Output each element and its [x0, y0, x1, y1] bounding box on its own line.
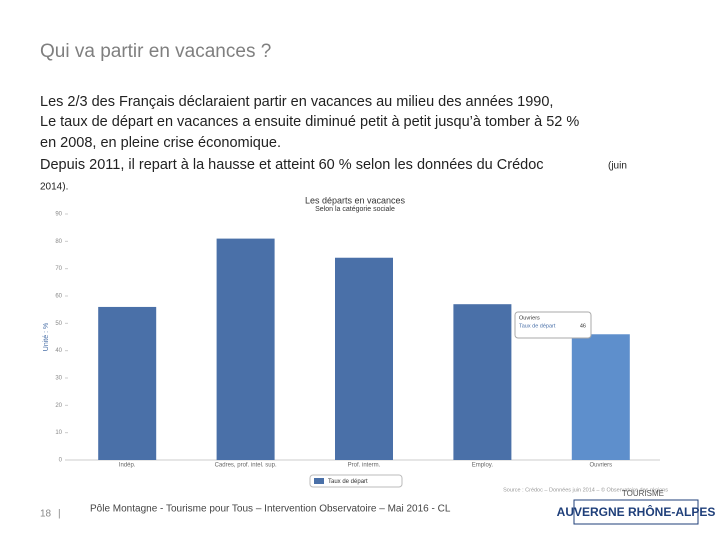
separator: |	[58, 509, 61, 520]
footer-text: Pôle Montagne - Tourisme pour Tous – Int…	[90, 504, 451, 515]
y-tick-label: 10	[55, 430, 62, 436]
y-tick-label: 60	[55, 294, 62, 300]
x-tick-label: Employ.	[472, 463, 494, 469]
body-line: Depuis 2011, il repart à la hausse et at…	[40, 157, 544, 173]
body-line: en 2008, en pleine crise économique.	[40, 135, 281, 151]
logo-box	[573, 499, 699, 525]
y-tick-label: 20	[55, 403, 62, 409]
x-tick-label: Indép.	[119, 463, 136, 469]
body-line: Le taux de départ en vacances a ensuite …	[40, 114, 579, 130]
body-note: 2014).	[40, 182, 68, 193]
y-tick-label: 40	[55, 348, 62, 354]
body-note: (juin	[608, 161, 627, 172]
tooltip-value: 46	[580, 323, 586, 329]
bar	[216, 238, 275, 460]
x-tick-label: Cadres, prof. intel. sup.	[215, 463, 277, 469]
chart-source: Source : Crédoc – Données juin 2014 – © …	[503, 486, 668, 493]
bar	[571, 334, 630, 460]
y-tick-label: 80	[55, 239, 62, 245]
y-tick-label: 30	[55, 376, 62, 382]
y-tick-label: 90	[55, 212, 62, 218]
x-tick-label: Ouvriers	[589, 463, 612, 469]
body-line: Les 2/3 des Français déclaraient partir …	[40, 94, 553, 110]
chart-subtitle: Selon la catégorie sociale	[315, 206, 395, 213]
tooltip-series: Taux de départ	[519, 323, 556, 329]
chart-title: Les départs en vacances	[305, 195, 406, 205]
y-tick-label: 70	[55, 266, 62, 272]
y-axis-label: Unité : %	[43, 323, 50, 351]
tooltip-box	[514, 311, 592, 339]
bar	[335, 257, 393, 460]
legend-swatch	[314, 478, 324, 484]
y-tick-label: 0	[59, 458, 63, 464]
y-tick-label: 50	[55, 321, 62, 327]
legend-label: Taux de départ	[328, 479, 368, 485]
logo-main: AUVERGNE RHÔNE-ALPES	[557, 504, 716, 519]
page-number: 18	[40, 509, 52, 520]
bar	[98, 306, 157, 460]
x-tick-label: Prof. interm.	[348, 463, 381, 469]
slide-title: Qui va partir en vacances ?	[40, 41, 271, 62]
logo-top: TOURISME	[622, 489, 664, 498]
tooltip-category: Ouvriers	[519, 315, 540, 321]
legend-box	[309, 474, 403, 488]
bar	[453, 304, 512, 460]
